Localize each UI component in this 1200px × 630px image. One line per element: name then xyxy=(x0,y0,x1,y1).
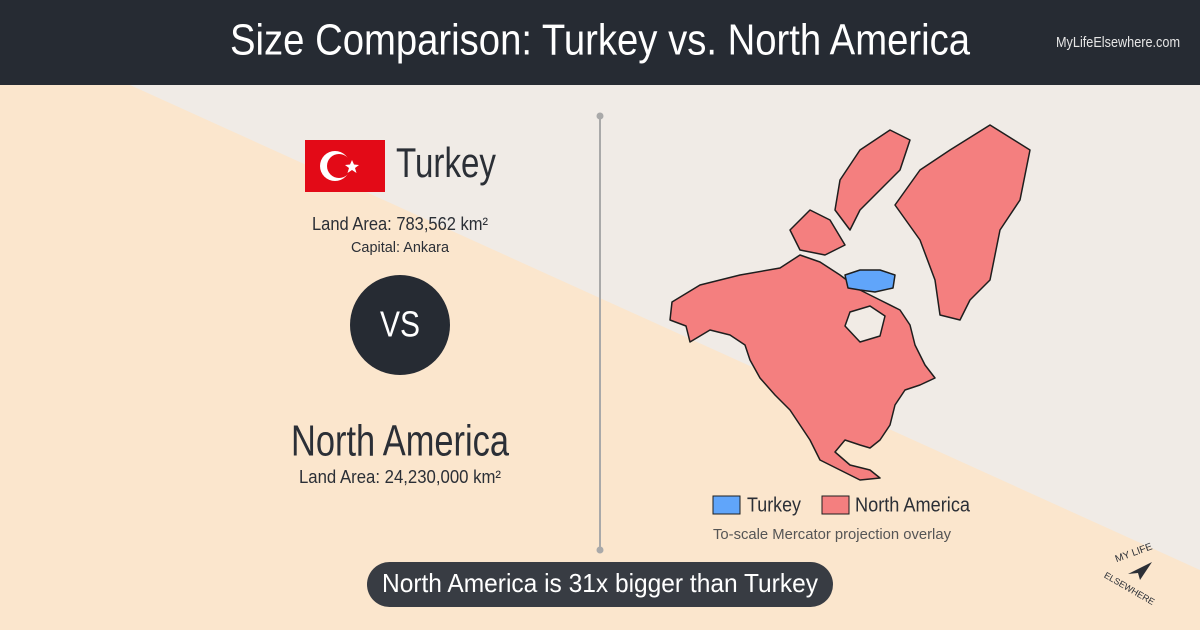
map xyxy=(669,124,1031,481)
divider-end xyxy=(596,112,604,120)
legend-label: North America xyxy=(855,494,971,516)
arctic-island xyxy=(834,129,911,231)
flag-crescent-cut xyxy=(327,154,351,178)
banner-text: North America is 31x bigger than Turkey xyxy=(382,568,818,598)
map-caption: To-scale Mercator projection overlay xyxy=(713,526,951,543)
site-name: MyLifeElsewhere.com xyxy=(1056,34,1180,51)
flag-star xyxy=(345,160,359,173)
logo-plane xyxy=(1128,562,1152,580)
arctic-island xyxy=(789,209,846,256)
flag xyxy=(305,140,385,192)
banner xyxy=(367,562,833,607)
vs-badge xyxy=(350,275,450,375)
legend-swatch xyxy=(712,495,741,515)
capital: Capital: Ankara xyxy=(351,239,450,256)
greenland-shape xyxy=(894,124,1031,321)
legend-swatch xyxy=(821,495,850,515)
land-area: Land Area: 783,562 km² xyxy=(312,214,488,234)
header-bar xyxy=(0,0,1200,85)
legend-label: Turkey xyxy=(747,494,801,516)
hudson-bay xyxy=(844,305,886,343)
turkey-shape xyxy=(844,269,896,293)
vs-text: VS xyxy=(380,304,420,345)
header-title: Size Comparison: Turkey vs. North Americ… xyxy=(230,16,970,65)
country-name: North America xyxy=(291,417,509,466)
country-name: Turkey xyxy=(396,139,496,186)
land-area: Land Area: 24,230,000 km² xyxy=(299,467,501,487)
divider-end xyxy=(596,546,604,554)
